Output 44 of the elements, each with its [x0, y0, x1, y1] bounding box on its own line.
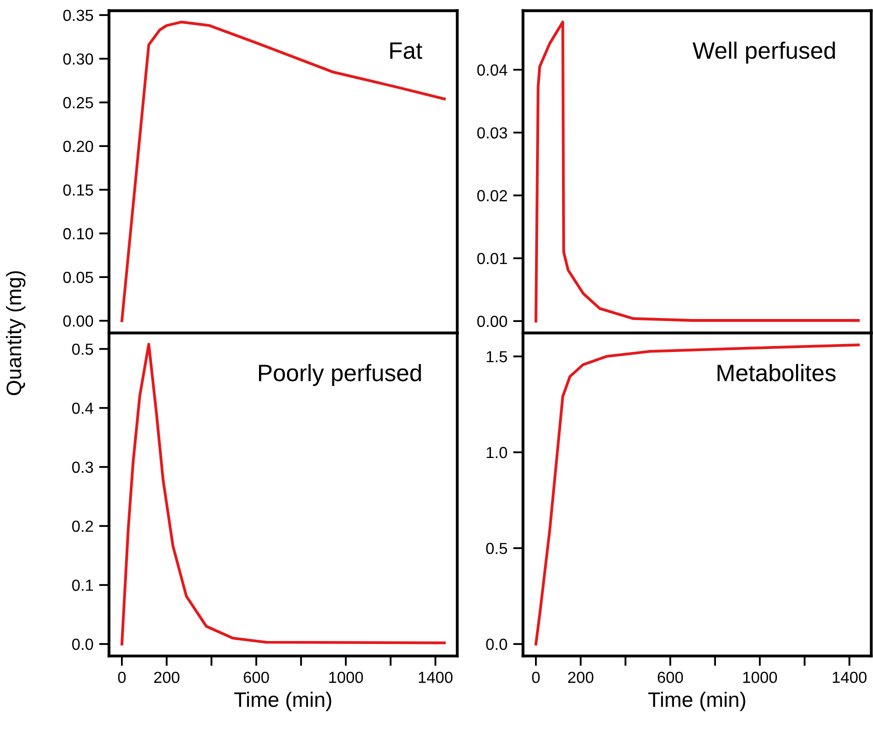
line-series	[120, 342, 446, 646]
x-tick-label: 600	[658, 672, 683, 684]
y-tick-label: 0.0	[72, 638, 94, 650]
line-series	[534, 20, 860, 322]
y-tick-label: 0.01	[477, 252, 507, 264]
annotation: Well perfused	[692, 42, 835, 64]
x-tick-label: 200	[568, 672, 594, 684]
y-tick-label: 0.5	[486, 542, 508, 554]
y-tick-label: 0.30	[63, 53, 94, 65]
annotation: Poorly perfused	[259, 364, 421, 386]
y-tick-label: 0.0	[486, 638, 508, 650]
y-tick-label: 0.04	[477, 64, 508, 76]
y-tick-label: 0.10	[63, 228, 94, 240]
x-tick-label: 0	[532, 672, 540, 684]
x-tick-label: 600	[244, 672, 269, 684]
y-tick-label: 0.2	[72, 520, 93, 532]
x-tick-label: 1000	[329, 672, 363, 684]
x-tick-label: 1000	[743, 672, 777, 684]
y-tick-label: 0.02	[477, 190, 507, 202]
x-tick-label: 1400	[418, 672, 453, 684]
line-series	[534, 344, 860, 646]
x-tick-label: 200	[154, 672, 180, 684]
y-tick-label: 0.05	[63, 272, 94, 284]
x-tick-label: 1400	[832, 672, 867, 684]
y-tick-label: 0.1	[72, 580, 93, 591]
x-axis-title: Time (min)	[234, 692, 332, 712]
y-tick-label: 0.00	[477, 316, 508, 328]
y-tick-label: 0.20	[63, 140, 94, 152]
y-tick-label: 0.35	[63, 10, 94, 22]
y-tick-label: 0.4	[72, 402, 94, 414]
y-tick-label: 0.5	[72, 344, 94, 355]
line-series	[120, 20, 446, 322]
y-tick-label: 0.25	[63, 97, 94, 108]
y-tick-label: 1.0	[486, 446, 508, 458]
y-tick-label: 0.03	[477, 127, 508, 139]
x-tick-label: 0	[118, 672, 126, 684]
y-tick-label: 1.5	[486, 351, 508, 362]
annotation: Metabolites	[718, 364, 836, 382]
x-axis-title: Time (min)	[648, 692, 746, 712]
y-tick-label: 0.15	[63, 184, 94, 196]
annotation: Fat	[390, 42, 422, 59]
y-axis-title: Quantity (mg)	[6, 271, 26, 396]
y-tick-label: 0.3	[72, 462, 94, 473]
y-tick-label: 0.00	[63, 315, 94, 327]
